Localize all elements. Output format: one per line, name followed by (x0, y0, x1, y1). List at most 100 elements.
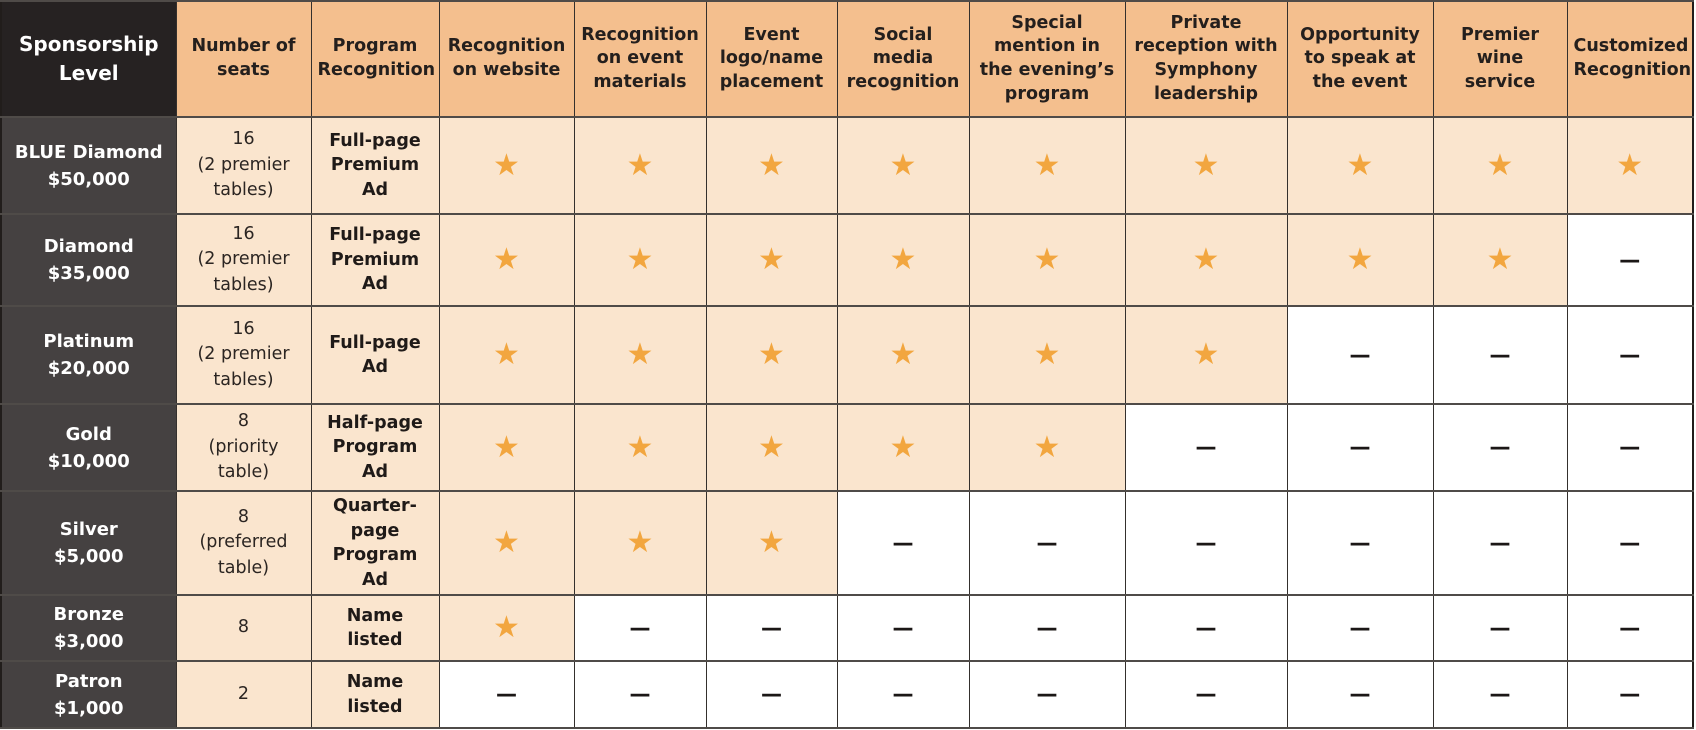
benefit-cell: ★ (1124, 213, 1288, 307)
level-cell: Diamond $35,000 (0, 213, 177, 307)
benefit-cell: — (573, 594, 707, 662)
benefit-cell: ★ (968, 213, 1126, 307)
level-name: BLUE Diamond (14, 141, 163, 163)
benefit-cell: ★ (705, 213, 838, 307)
benefit-cell: ★ (836, 305, 970, 405)
header-row: Sponsorship Level Number of seats Progra… (0, 0, 1694, 118)
level-name: Diamond (43, 236, 134, 257)
program-cell: Name listed (310, 594, 440, 662)
seats-note: (preferred table) (199, 532, 288, 578)
column-header-recognition-website: Recognition on website (438, 0, 575, 118)
benefit-cell: — (573, 660, 707, 729)
benefit-cell: — (1566, 403, 1694, 492)
column-header-event-materials: Recognition on event materials (573, 0, 707, 118)
benefit-cell: ★ (968, 305, 1126, 405)
benefit-cell: — (1124, 490, 1288, 596)
benefit-cell: — (836, 660, 970, 729)
benefit-cell: — (438, 660, 575, 729)
benefit-cell: ★ (1432, 213, 1568, 307)
benefit-cell: — (836, 490, 970, 596)
program-cell: Name listed (310, 660, 440, 729)
benefit-cell: — (705, 594, 838, 662)
benefit-cell: — (1286, 660, 1434, 729)
benefit-cell: — (1124, 403, 1288, 492)
table-body: BLUE Diamond $50,000 16 (2 premier table… (0, 116, 1694, 729)
benefit-cell: ★ (573, 116, 707, 215)
seats-count: 2 (237, 683, 250, 704)
column-header-speak-at-event: Opportunity to speak at the event (1286, 0, 1434, 118)
level-cell: BLUE Diamond $50,000 (0, 116, 177, 215)
benefit-cell: — (1286, 403, 1434, 492)
level-cell: Patron $1,000 (0, 660, 177, 729)
seats-cell: 2 (175, 660, 312, 729)
benefit-cell: ★ (836, 403, 970, 492)
table-header: Sponsorship Level Number of seats Progra… (0, 0, 1694, 118)
benefit-cell: — (1432, 403, 1568, 492)
level-price: $1,000 (54, 697, 124, 719)
column-header-private-reception: Private reception with Symphony leadersh… (1124, 0, 1288, 118)
seats-cell: 16 (2 premier tables) (175, 305, 312, 405)
benefit-cell: ★ (438, 305, 575, 405)
seats-cell: 8 (priority table) (175, 403, 312, 492)
benefit-cell: ★ (968, 403, 1126, 492)
benefit-cell: ★ (705, 490, 838, 596)
level-price: $50,000 (47, 168, 130, 190)
level-name: Platinum (43, 331, 135, 352)
seats-note: (priority table) (208, 436, 279, 483)
benefit-cell: — (1124, 660, 1288, 729)
benefit-cell: ★ (1124, 116, 1288, 215)
level-name: Gold (65, 423, 112, 445)
seats-cell: 8 (175, 594, 312, 662)
benefit-cell: ★ (1124, 305, 1288, 405)
seats-cell: 16 (2 premier tables) (175, 116, 312, 215)
benefit-cell: ★ (573, 305, 707, 405)
level-price: $3,000 (54, 631, 124, 652)
benefit-cell: — (836, 594, 970, 662)
program-cell: Full-page Ad (310, 305, 440, 405)
benefit-cell: ★ (438, 213, 575, 307)
level-cell: Bronze $3,000 (0, 594, 177, 662)
benefit-cell: — (1286, 490, 1434, 596)
table-row-platinum: Platinum $20,000 16 (2 premier tables) F… (0, 305, 1694, 405)
benefit-cell: ★ (573, 403, 707, 492)
benefit-cell: — (1286, 305, 1434, 405)
seats-note: (2 premier tables) (197, 154, 290, 201)
benefit-cell: — (1566, 594, 1694, 662)
program-cell: Full-page Premium Ad (310, 213, 440, 307)
table-row-gold: Gold $10,000 8 (priority table) Half-pag… (0, 403, 1694, 492)
seats-count: 16 (232, 318, 255, 339)
benefit-cell: — (705, 660, 838, 729)
level-cell: Platinum $20,000 (0, 305, 177, 405)
benefit-cell: — (1286, 594, 1434, 662)
benefit-cell: — (1432, 305, 1568, 405)
benefit-cell: — (968, 490, 1126, 596)
benefit-cell: ★ (968, 116, 1126, 215)
level-name: Silver (59, 519, 118, 540)
benefit-cell: — (1432, 490, 1568, 596)
benefit-cell: ★ (438, 594, 575, 662)
benefit-cell: ★ (573, 213, 707, 307)
level-price: $20,000 (47, 358, 130, 379)
column-header-customized: Customized Recognition (1566, 0, 1694, 118)
column-header-sponsorship-level: Sponsorship Level (0, 0, 177, 118)
benefit-cell: ★ (705, 305, 838, 405)
benefit-cell: ★ (1286, 213, 1434, 307)
level-name: Bronze (53, 604, 124, 625)
benefit-cell: — (968, 660, 1126, 729)
seats-count: 8 (237, 411, 250, 432)
seats-count: 8 (237, 506, 250, 527)
benefit-cell: ★ (836, 213, 970, 307)
column-header-social-media: Social media recognition (836, 0, 970, 118)
level-price: $10,000 (47, 450, 130, 472)
program-cell: Half-page Program Ad (310, 403, 440, 492)
table-row-diamond: Diamond $35,000 16 (2 premier tables) Fu… (0, 213, 1694, 307)
benefit-cell: ★ (1566, 116, 1694, 215)
column-header-number-of-seats: Number of seats (175, 0, 312, 118)
level-price: $5,000 (54, 546, 124, 567)
column-header-program-recognition: Program Recognition (310, 0, 440, 118)
benefit-cell: — (1566, 660, 1694, 729)
benefit-cell: — (968, 594, 1126, 662)
table-row-blue-diamond: BLUE Diamond $50,000 16 (2 premier table… (0, 116, 1694, 215)
